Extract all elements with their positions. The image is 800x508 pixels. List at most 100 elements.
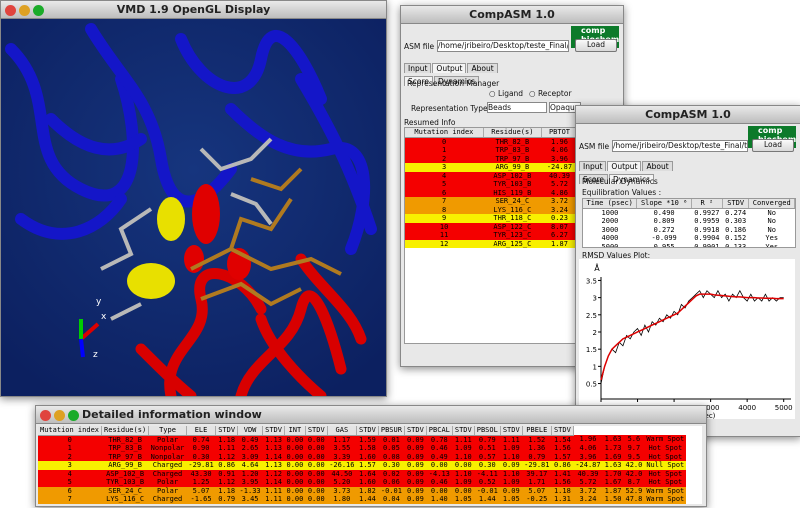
cell: 0.9927	[694, 208, 720, 217]
cell: 0.78	[430, 435, 448, 444]
table-row[interactable]: 1 TRP_83_B Nonpolar 0.90 1.11 2.65 1.13 0.00 0.0…	[38, 444, 687, 453]
cell: 3.24	[551, 205, 568, 214]
cell: 1.13	[265, 435, 282, 444]
table-row[interactable]: 2 TRP_97_B Nonpolar 0.30 1.12 3.09 1.14 0.00 0.0…	[38, 452, 687, 461]
cell: 1.15	[551, 504, 573, 505]
column-header: STDV	[404, 426, 427, 436]
cell: 1.70	[604, 469, 622, 478]
table-row[interactable]: 6 SER_24_C Polar 5.07 1.18 -1.33 1.11 0.00 0.00 3…	[38, 486, 687, 495]
cell: 1.11	[218, 444, 236, 452]
cell: 1.54	[553, 435, 571, 444]
cell: 2	[442, 154, 447, 163]
cell: 0.01	[378, 504, 404, 505]
cell: 8.7	[627, 478, 641, 486]
radio[interactable]: ○ Ligand	[489, 89, 524, 98]
table-row[interactable]: 3000 0.272 0.9918 0.186 No	[583, 226, 795, 235]
cell: 9.7	[627, 444, 641, 452]
tab[interactable]: Output	[432, 63, 467, 73]
table-row[interactable]: 8THR_118_CPolar-0.031.150.251.140.000.00…	[38, 503, 687, 505]
cell: -0.01	[476, 486, 498, 495]
cell: 1.05	[454, 495, 472, 503]
cell: 1.25	[192, 478, 210, 486]
cell: 1.57	[359, 461, 376, 469]
close-button[interactable]	[40, 410, 51, 421]
tab[interactable]: Input	[579, 161, 607, 171]
asm-path[interactable]: /home/jribeiro/Desktop/teste_Final/teste…	[612, 140, 748, 152]
cell: 7	[442, 197, 447, 205]
cell: Polar	[156, 435, 179, 444]
cell: 0.955	[653, 242, 675, 248]
cell: 0.00	[286, 495, 304, 503]
cell: 0.49	[430, 452, 448, 461]
cell: 0.00	[307, 478, 325, 486]
load-button[interactable]: Load	[752, 139, 794, 152]
cell: 0.00	[307, 469, 325, 478]
y-tick-label: 1	[593, 363, 597, 371]
cell: 0.02	[382, 469, 400, 478]
table-row[interactable]: 3 ARG_99_B Charged -29.81 0.86 4.64 1.13 0.00 0.…	[38, 461, 687, 470]
radio[interactable]: ○ Receptor	[529, 89, 572, 98]
column-header: STDV	[452, 426, 475, 436]
y-tick-label: 2.5	[586, 312, 597, 320]
subtabs: Score Dynamics	[404, 69, 480, 88]
dropdown[interactable]: Beads	[487, 102, 547, 113]
cell: 0.00	[454, 461, 472, 469]
tab[interactable]: Score	[579, 174, 609, 184]
asm-path[interactable]: /home/jribeiro/Desktop/teste_Final/teste…	[437, 40, 569, 52]
tab[interactable]: About	[467, 63, 498, 73]
tab[interactable]: Input	[404, 63, 432, 73]
tab[interactable]: About	[642, 161, 673, 171]
tab[interactable]: Score	[404, 76, 434, 86]
header-row: Mutation index Residue(s) Type ELE STDV VDW ST…	[38, 426, 686, 436]
cell: Hot Spot	[648, 444, 683, 452]
tab[interactable]: Output	[607, 161, 642, 171]
y-tick-label: 2	[593, 329, 597, 337]
table-row[interactable]: 5000 0.955 0.9901 0.133 Yes	[583, 242, 795, 248]
table-row[interactable]: 0 THR_82_B Polar 0.74 1.18 0.49 1.13 0.00 0.00 1.…	[38, 435, 687, 444]
close-button[interactable]	[5, 5, 16, 16]
cell: 1.10	[502, 452, 520, 461]
table-row[interactable]: 5 TYR_103_B Polar 1.25 1.12 3.95 1.14 0.00 0.00 5…	[38, 478, 687, 487]
tab[interactable]: Dynamics	[434, 76, 479, 86]
logo-text: comp	[758, 126, 783, 135]
cell: 0.09	[502, 461, 520, 469]
cell: 0.00	[307, 444, 325, 452]
minimize-button[interactable]	[19, 5, 30, 16]
cell: 3.24	[579, 495, 597, 503]
asm-label: ASM file	[579, 142, 610, 151]
column-header: STDV	[500, 426, 523, 436]
cell: 1.12	[265, 469, 282, 478]
cell: 0	[442, 137, 447, 146]
tab[interactable]: Dynamics	[609, 174, 654, 184]
cell: 1.10	[454, 452, 472, 461]
zoom-button[interactable]	[68, 410, 79, 421]
cell: 0.09	[404, 504, 426, 505]
table-row[interactable]: 4000 -0.099 0.9904 0.152 Yes	[583, 234, 795, 243]
table-row[interactable]: 7 LYS_116_C Charged -1.65 0.79 3.45 1.11 0.00 0.…	[38, 495, 687, 504]
cell: 8	[38, 504, 102, 505]
yellow-residues	[127, 197, 185, 299]
column-header: PBSUR	[378, 426, 405, 436]
minimize-button[interactable]	[54, 410, 65, 421]
y-tick-label: 1.5	[586, 346, 597, 354]
cell: 1.18	[553, 486, 571, 495]
cell: 4	[67, 469, 72, 478]
cell: -29.81	[524, 461, 550, 469]
cell: 42.7	[623, 504, 644, 505]
column-header: VDW	[237, 426, 264, 436]
load-button[interactable]: Load	[575, 39, 617, 52]
cell: 0.09	[502, 486, 520, 495]
vmd-window: VMD 1.9 OpenGL Display	[0, 0, 387, 397]
table-row[interactable]: 2000 0.809 0.9959 0.303 No	[583, 217, 795, 226]
table-row[interactable]: 1000 0.490 0.9927 0.274 No	[583, 208, 795, 217]
ligand-sticks	[190, 167, 342, 307]
cell: 1.12	[218, 452, 236, 461]
cell: 5000	[601, 242, 619, 248]
cell: Polar	[156, 478, 179, 486]
cell: TRP_97_B	[495, 154, 530, 163]
cell: 0.00	[286, 452, 304, 461]
table-row[interactable]: 4 ASP_102_B Charged 43.30 0.91 1.20 1.12 0.00 0.…	[38, 469, 687, 478]
cell: 0.274	[725, 208, 747, 217]
cell: Nonpolar	[150, 444, 185, 452]
zoom-button[interactable]	[33, 5, 44, 16]
